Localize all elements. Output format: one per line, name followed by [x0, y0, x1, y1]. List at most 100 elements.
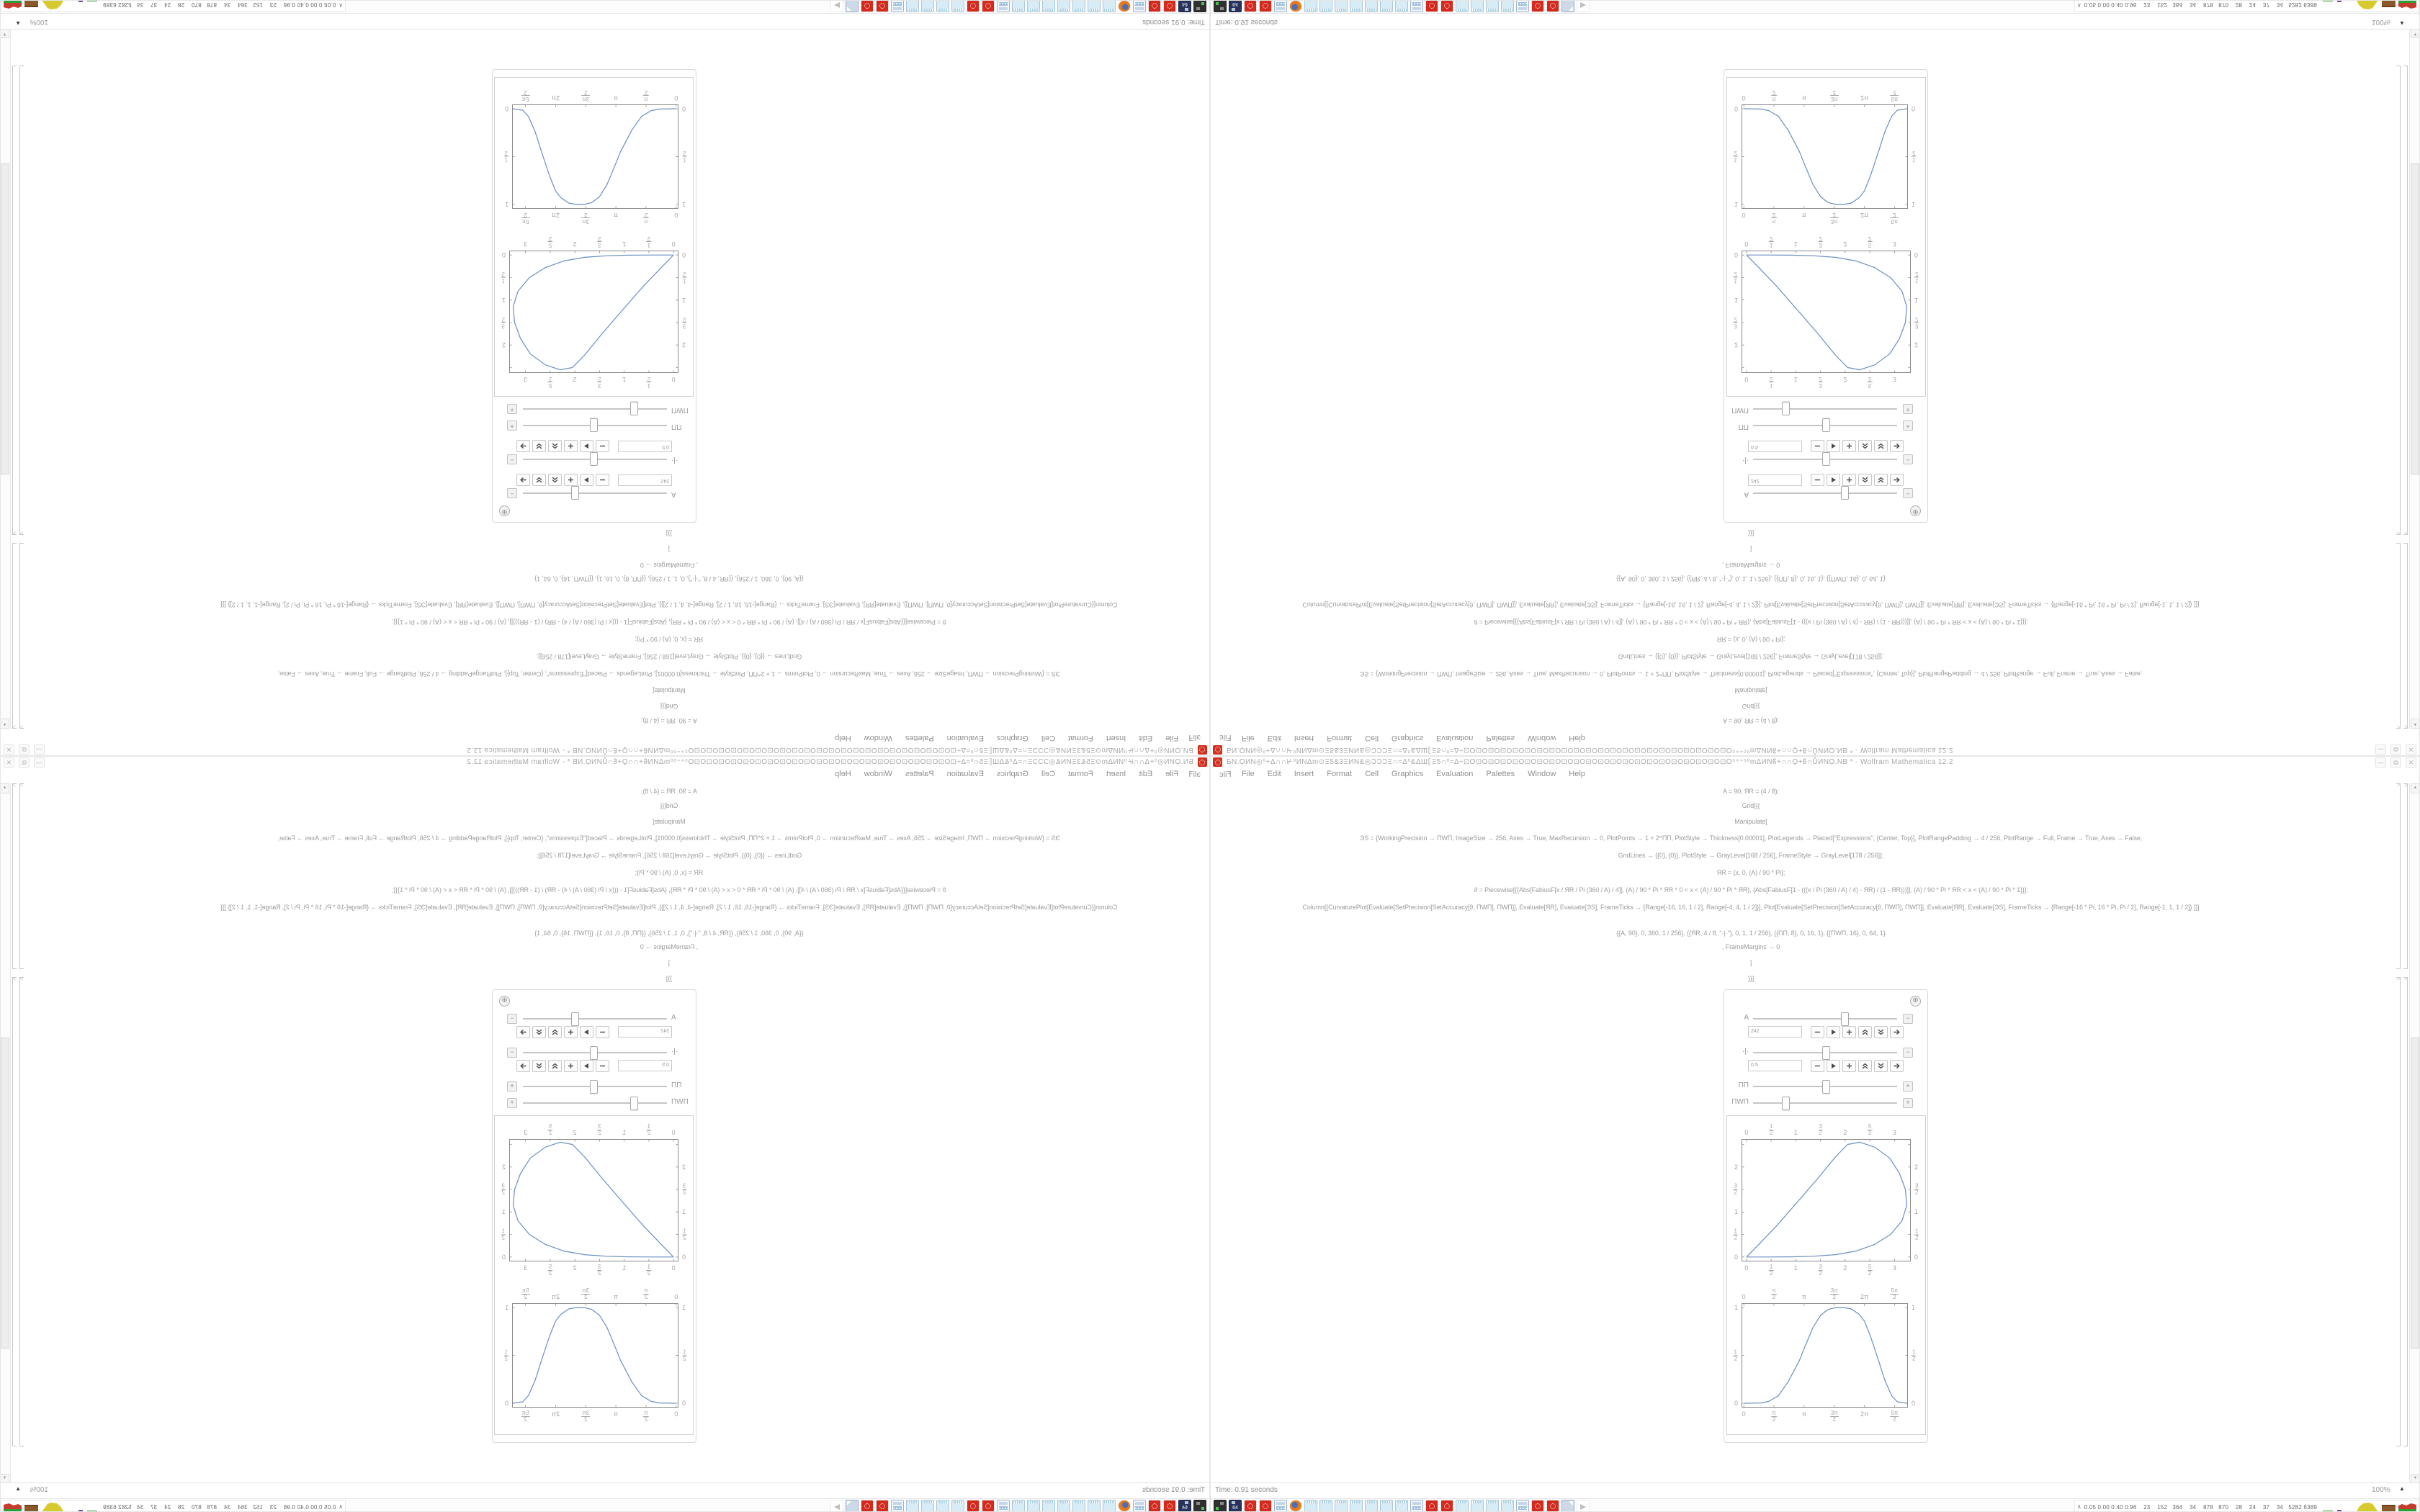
code-line[interactable]: ЯR = {x, 0, (A) / 90 * Pi};: [635, 869, 704, 876]
cell-bracket-input-outer[interactable]: [12, 783, 17, 969]
taskbar-app-icon[interactable]: [1289, 1500, 1302, 1511]
expand-toggle-icon[interactable]: +: [507, 420, 517, 431]
slider-track[interactable]: [1753, 1097, 1897, 1110]
taskbar-app-icon[interactable]: [1259, 0, 1272, 12]
taskbar-app-icon[interactable]: [1531, 0, 1544, 12]
cell-bracket-input-outer[interactable]: [12, 543, 17, 729]
taskbar-app-icon[interactable]: [951, 1500, 964, 1512]
taskbar-app-icon[interactable]: [1471, 0, 1484, 12]
slider-handle[interactable]: [590, 418, 598, 432]
collapse-toggle-icon[interactable]: −: [1903, 454, 1913, 464]
slider-handle[interactable]: [590, 1080, 598, 1094]
taskbar-app-icon[interactable]: [1103, 1500, 1116, 1512]
scroll-up-icon[interactable]: ▲: [0, 719, 9, 729]
menu-item[interactable]: Palettes: [905, 770, 934, 778]
minimize-button[interactable]: —: [2375, 744, 2386, 755]
code-line[interactable]: ϑ = Piecewise[{{Abs[FabiusF[x / ЯR / Pi …: [392, 618, 946, 626]
minus-icon[interactable]: [1811, 474, 1824, 487]
menu-item[interactable]: Cell: [1365, 734, 1379, 742]
plus-icon[interactable]: [1842, 1025, 1856, 1038]
taskbar-app-icon[interactable]: [1335, 0, 1348, 12]
menu-item[interactable]: Cell: [1041, 734, 1055, 742]
taskbar-app-icon[interactable]: [1546, 1500, 1559, 1511]
menu-item[interactable]: Help: [1569, 734, 1585, 742]
taskbar-app-icon[interactable]: [876, 0, 889, 12]
restore-button[interactable]: ⧉: [2390, 757, 2401, 768]
menu-item[interactable]: File: [1242, 734, 1255, 742]
cell-bracket-output-inner[interactable]: [19, 977, 24, 1446]
taskbar-app-icon[interactable]: [1425, 0, 1438, 12]
menu-item[interactable]: Cell: [1365, 770, 1379, 778]
double-chevron-down-icon[interactable]: [1874, 440, 1888, 453]
cell-bracket-input-inner[interactable]: [2396, 783, 2401, 969]
taskbar-app-icon[interactable]: [906, 0, 919, 12]
code-line[interactable]: ϑ = Piecewise[{{Abs[FabiusF[x / ЯR / Pi …: [1474, 618, 2028, 626]
slider-track[interactable]: [523, 418, 667, 432]
slider-handle[interactable]: [630, 1097, 638, 1110]
taskbar-app-icon[interactable]: [1425, 1500, 1438, 1511]
menu-item[interactable]: Help: [835, 734, 851, 742]
taskbar-app-icon[interactable]: [997, 0, 1010, 12]
menu-item[interactable]: Cell: [1041, 770, 1055, 778]
menu-item[interactable]: Window: [1528, 770, 1556, 778]
code-line[interactable]: ]: [668, 959, 671, 966]
play-icon[interactable]: [1827, 474, 1840, 487]
code-line[interactable]: GridLines → {{0}, {0}}, PlotStyle → Gray…: [1618, 653, 1884, 660]
taskbar-app-icon[interactable]: [1304, 1500, 1317, 1511]
menu-item[interactable]: Evaluation: [946, 770, 984, 778]
slider-handle[interactable]: [1822, 1080, 1830, 1094]
double-chevron-up-icon[interactable]: [548, 474, 562, 487]
cell-bracket-output-outer[interactable]: [12, 66, 17, 535]
system-tray[interactable]: ∧ 0.05 0.00 0.40 0.96 23 152 364 34 878 …: [2074, 0, 2419, 12]
taskbar-app-icon[interactable]: [1214, 0, 1227, 12]
collapse-toggle-icon[interactable]: −: [1903, 1014, 1913, 1024]
double-chevron-down-icon[interactable]: [532, 1059, 546, 1072]
taskbar-app-icon[interactable]: [1440, 1500, 1453, 1511]
taskbar-app-icon[interactable]: [1148, 1500, 1161, 1512]
menu-item[interactable]: Palettes: [1486, 734, 1515, 742]
taskbar-app-icon[interactable]: [1395, 0, 1408, 12]
taskbar-app-icon[interactable]: [1531, 1500, 1544, 1511]
menu-item[interactable]: Graphics: [996, 734, 1028, 742]
slider-track[interactable]: [523, 486, 667, 500]
expand-toggle-icon[interactable]: +: [1903, 404, 1913, 414]
menu-item[interactable]: Edit: [1139, 770, 1153, 778]
value-field[interactable]: 242: [618, 1026, 672, 1038]
manipulate-options-icon[interactable]: ⊕: [499, 996, 510, 1007]
minus-icon[interactable]: [1811, 1059, 1824, 1072]
menu-item[interactable]: Evaluation: [1436, 734, 1474, 742]
code-line[interactable]: {{A, 90}, 0, 360, 1 / 256}, {{ЯR, 4 / 8,…: [534, 575, 804, 582]
code-line[interactable]: Grid[{{: [660, 703, 678, 710]
manipulate-options-icon[interactable]: ⊕: [1910, 996, 1921, 1007]
expand-toggle-icon[interactable]: +: [507, 404, 517, 414]
slider-handle[interactable]: [571, 1012, 579, 1026]
magnification-value[interactable]: 100%: [30, 18, 48, 26]
slider-track[interactable]: [523, 402, 667, 415]
menu-item[interactable]: Insert: [1294, 734, 1314, 742]
slider-handle[interactable]: [571, 486, 579, 500]
taskbar-app-icon[interactable]: [1380, 1500, 1393, 1511]
code-line[interactable]: ЯR = {x, 0, (A) / 90 * Pi};: [635, 636, 704, 643]
step-right-icon[interactable]: [1890, 440, 1904, 453]
menu-item[interactable]: Window: [864, 770, 892, 778]
code-line[interactable]: A = 90; ЯR = (4 / 8);: [641, 788, 697, 795]
taskbar-app-icon[interactable]: [951, 0, 964, 12]
double-chevron-up-icon[interactable]: [1858, 1059, 1872, 1072]
collapse-toggle-icon[interactable]: −: [507, 454, 517, 464]
taskbar-app-icon[interactable]: [1057, 0, 1070, 12]
code-line[interactable]: Column[{CurvaturePlot[Evaluate[SetPrecis…: [1302, 904, 2200, 911]
taskbar-app-icon[interactable]: [1304, 0, 1317, 12]
taskbar-app-icon[interactable]: [1561, 0, 1574, 12]
taskbar-app-icon[interactable]: [1133, 1500, 1146, 1512]
code-line[interactable]: Grid[{{: [1742, 703, 1760, 710]
menu-item[interactable]: Graphics: [1392, 770, 1424, 778]
menu-item[interactable]: Palettes: [905, 734, 934, 742]
menu-item[interactable]: Evaluation: [946, 734, 984, 742]
play-icon[interactable]: [1827, 1025, 1840, 1038]
step-right-icon[interactable]: [516, 1025, 530, 1038]
code-line[interactable]: ЭS = {WorkingPrecision → ΠWΠ, ImageSize …: [1359, 834, 2143, 842]
menu-item[interactable]: File: [1242, 770, 1255, 778]
double-chevron-down-icon[interactable]: [532, 440, 546, 453]
minimize-button[interactable]: —: [34, 757, 45, 768]
taskbar-app-icon[interactable]: [1516, 0, 1529, 12]
